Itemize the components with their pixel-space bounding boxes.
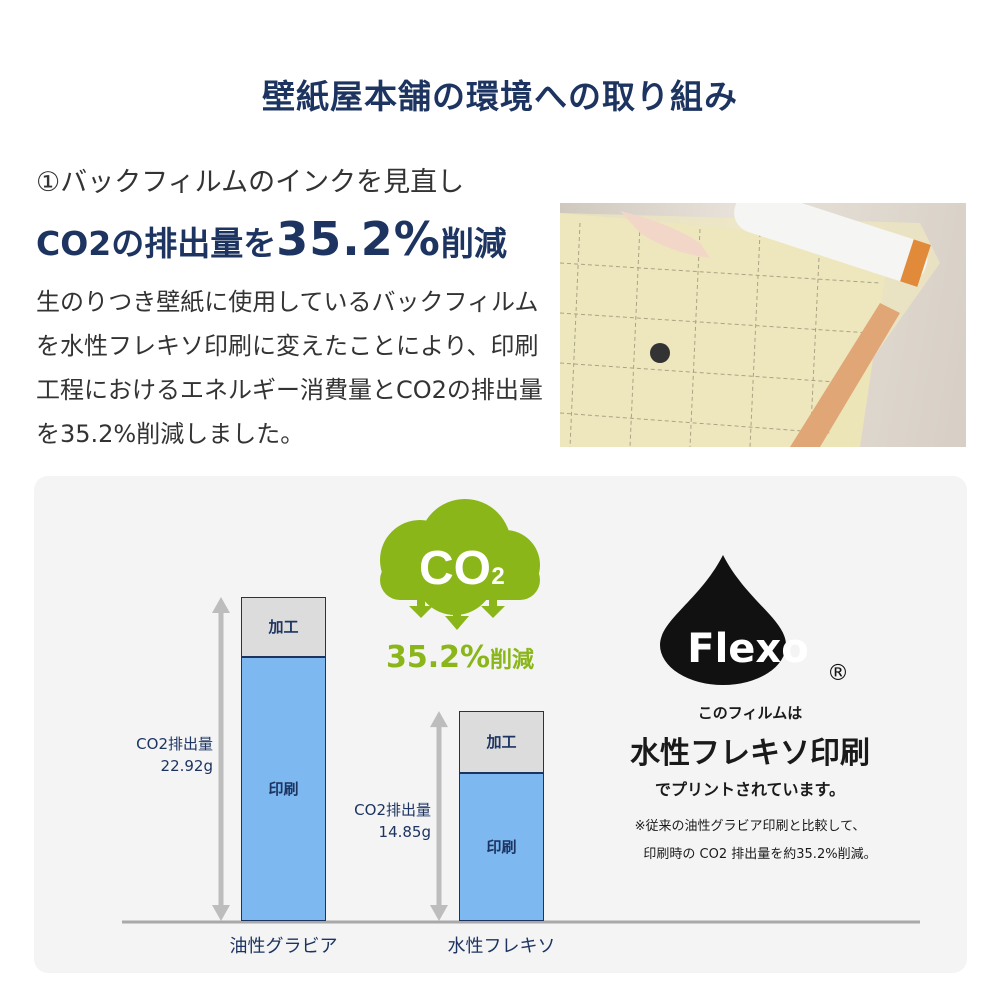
height-arrow	[430, 711, 448, 921]
bar-segment-processing: 加工	[241, 597, 326, 657]
co2-cloud-icon	[380, 499, 540, 630]
headline-suffix: 削減	[440, 224, 507, 263]
headline-prefix: CO2の排出量を	[36, 224, 277, 263]
cloud-sub-text: 2	[491, 563, 504, 590]
ink-drop-icon	[660, 555, 786, 685]
page-title: 壁紙屋本舗の環境への取り組み	[262, 77, 738, 116]
section-headline: CO2の排出量を35.2%削減	[36, 212, 507, 266]
total-label-value: 22.92g	[160, 757, 213, 776]
flexo-note1: ※従来の油性グラビア印刷と比較して、	[634, 819, 866, 834]
reduction-suffix: 削減	[490, 648, 535, 673]
x-category-label: 油性グラビア	[229, 936, 338, 957]
flexo-note2: 印刷時の CO2 排出量を約35.2%削減。	[643, 847, 877, 862]
flexo-line1: このフィルムは	[697, 704, 803, 722]
bar-segment-printing: 印刷	[241, 656, 326, 921]
total-label-value: 14.85g	[378, 823, 431, 842]
section-subtitle: ①バックフィルムのインクを見直し	[36, 167, 465, 198]
co2-total-label: CO2排出量 14.85g	[309, 799, 431, 843]
reduction-value: 35.2%	[385, 640, 491, 675]
reduction-label: 35.2%削減	[360, 640, 560, 675]
cloud-co-text: CO	[419, 542, 491, 595]
total-label-title: CO2排出量	[136, 735, 213, 754]
total-label-title: CO2排出量	[354, 801, 431, 820]
flexo-logo-text: Flexo	[687, 626, 808, 672]
flexo-line3: でプリントされています。	[655, 780, 845, 799]
headline-value: 35.2%	[276, 212, 441, 266]
height-arrow	[212, 597, 230, 921]
flexo-line2: 水性フレキソ印刷	[630, 736, 870, 771]
x-category-label: 水性フレキソ	[447, 936, 556, 957]
co2-total-label: CO2排出量 22.92g	[91, 733, 213, 777]
section-body: 生のりつき壁紙に使用しているバックフィルムを水性フレキソ印刷に変えたことにより、…	[36, 288, 543, 448]
bar-segment-processing: 加工	[459, 711, 544, 773]
product-photo	[560, 203, 966, 447]
bar-segment-printing: 印刷	[459, 772, 544, 921]
registered-mark: ®	[827, 661, 849, 686]
